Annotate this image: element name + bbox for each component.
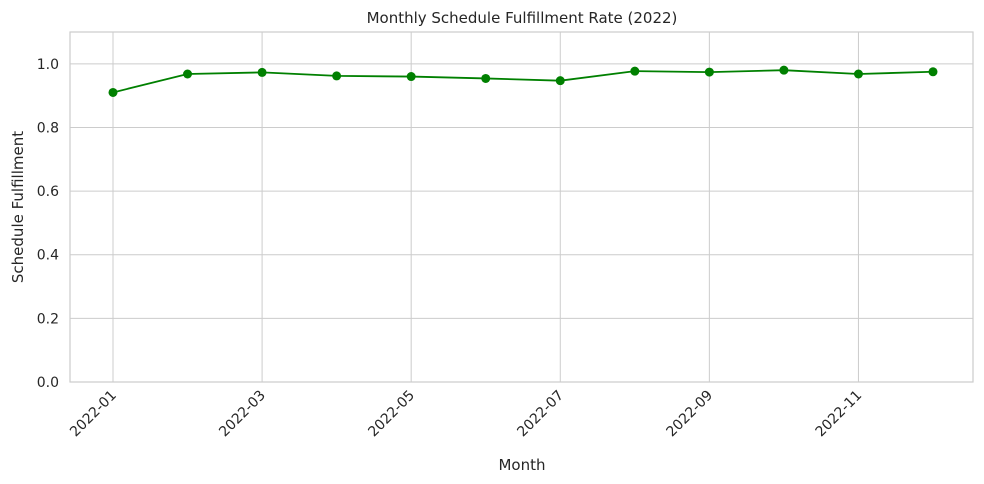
x-tick-label: 2022-01 [67,388,120,441]
x-tick-label: 2022-11 [813,388,866,441]
series-layer [108,65,938,97]
y-tick-label: 1.0 [37,57,59,73]
plot-frame [69,31,974,383]
x-tick-label: 2022-09 [664,388,717,441]
data-point [779,65,789,75]
data-point [332,71,342,81]
data-point [406,72,416,82]
data-point [928,67,938,77]
y-tick-label: 0.6 [37,184,59,200]
y-tick-label: 0.0 [37,375,59,391]
y-tick-label: 0.2 [37,311,59,327]
chart-title: Monthly Schedule Fulfillment Rate (2022) [367,9,678,27]
y-axis-label: Schedule Fulfillment [9,131,27,283]
data-point [630,66,640,76]
grid-layer [70,32,973,383]
x-axis-label: Month [498,456,545,474]
data-point [108,87,118,97]
data-point [481,73,491,83]
x-axis-ticks: 2022-01 2022-03 2022-05 2022-07 2022-09 2022-… [67,388,865,441]
data-point [183,69,193,79]
y-axis-ticks: 0.0 0.2 0.4 0.6 0.8 1.0 [37,57,59,391]
data-point [555,76,565,86]
x-tick-label: 2022-07 [514,388,567,441]
x-tick-label: 2022-03 [216,388,269,441]
y-tick-label: 0.4 [37,248,59,264]
series-line [112,69,934,94]
data-point [853,69,863,79]
data-point [257,67,267,77]
y-tick-label: 0.8 [37,120,59,136]
data-point [704,67,714,77]
x-tick-label: 2022-05 [365,388,418,441]
